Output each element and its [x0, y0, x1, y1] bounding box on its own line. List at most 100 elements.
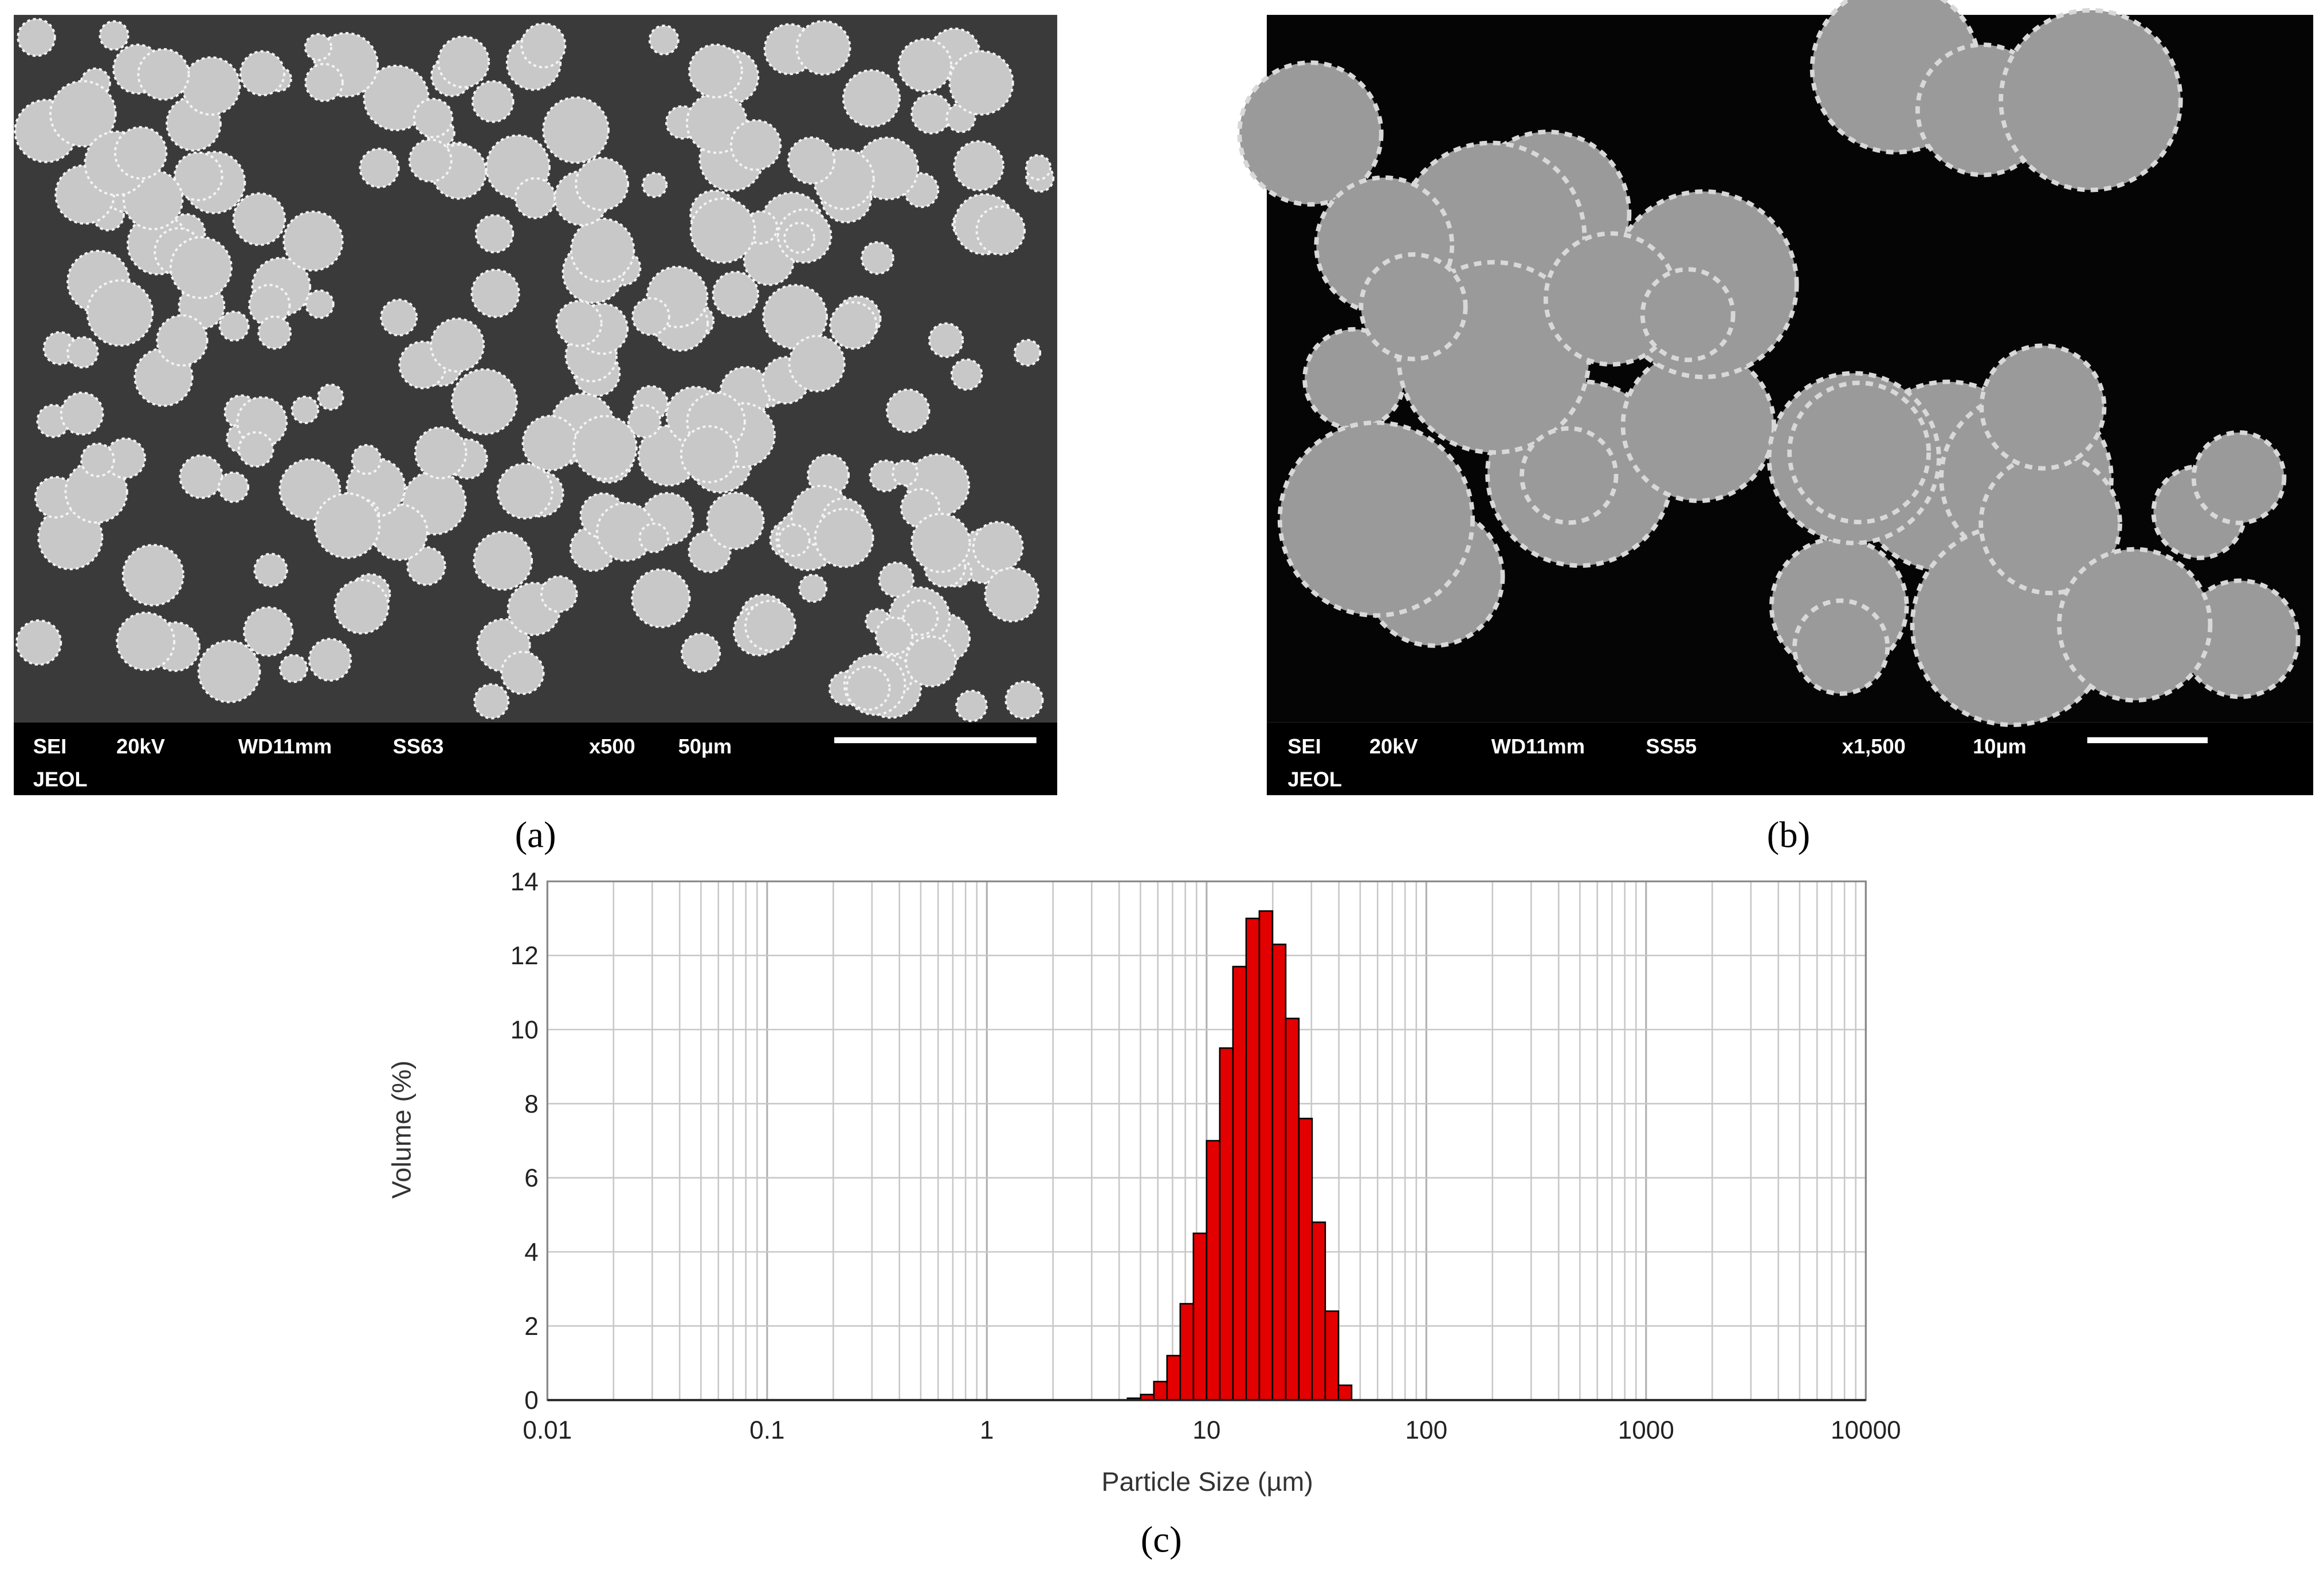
particle: [885, 388, 931, 433]
y-tick-label: 10: [511, 1016, 539, 1044]
particle: [430, 317, 485, 373]
particle: [471, 80, 515, 123]
bar: [1153, 1381, 1168, 1401]
particle: [627, 404, 662, 439]
particle: [897, 38, 953, 93]
particle: [514, 177, 556, 219]
particle: [333, 579, 390, 635]
particle: [638, 522, 670, 553]
particle: [15, 619, 62, 666]
particle: [814, 508, 874, 568]
info-text: 10µm: [1973, 735, 2027, 758]
bar: [1311, 1221, 1326, 1401]
bar: [1324, 1310, 1340, 1401]
particle: [689, 197, 756, 264]
particle: [237, 431, 274, 468]
particle: [542, 96, 610, 164]
bar: [1192, 1232, 1208, 1401]
particle: [928, 322, 964, 358]
particle: [80, 442, 115, 478]
x-tick-label: 10: [1192, 1416, 1220, 1444]
particle: [729, 119, 782, 171]
maker-text: JEOL: [33, 767, 88, 791]
particle: [113, 126, 168, 180]
particle: [572, 415, 638, 480]
info-text: 50µm: [678, 735, 732, 758]
particle: [313, 492, 381, 559]
bar: [1219, 1047, 1234, 1401]
caption-c: (c): [1141, 1519, 1182, 1560]
particle: [1792, 598, 1890, 696]
y-tick-label: 8: [524, 1090, 539, 1118]
y-tick-label: 12: [511, 942, 539, 970]
particle: [845, 665, 891, 711]
particle: [910, 93, 952, 135]
y-tick-label: 0: [524, 1387, 539, 1415]
particle: [116, 611, 176, 671]
particle: [414, 426, 468, 480]
particle: [829, 301, 878, 350]
caption-b: (b): [1767, 815, 1811, 856]
particle: [470, 268, 520, 319]
x-tick-label: 10000: [1831, 1416, 1901, 1444]
particle: [1237, 60, 1384, 207]
particle: [239, 50, 286, 97]
particle: [783, 222, 815, 254]
particle: [905, 635, 957, 688]
particle: [217, 471, 250, 503]
particle: [408, 138, 453, 183]
bar: [1179, 1303, 1195, 1401]
y-tick-label: 4: [524, 1239, 539, 1267]
particle: [975, 205, 1026, 256]
maker-text: JEOL: [1287, 767, 1342, 791]
x-tick-label: 1: [980, 1416, 994, 1444]
particle: [121, 544, 184, 607]
particle: [257, 315, 292, 350]
particle: [972, 521, 1024, 573]
particle: [860, 241, 894, 275]
x-tick-label: 0.1: [749, 1416, 784, 1444]
particle: [570, 217, 635, 283]
y-tick-label: 2: [524, 1313, 539, 1341]
particle: [278, 654, 308, 684]
info-bar: [1266, 722, 2314, 795]
bar: [1285, 1018, 1300, 1401]
particle: [955, 689, 988, 722]
particle: [1979, 343, 2107, 471]
particle: [948, 50, 1014, 116]
particle: [179, 454, 224, 500]
particle: [953, 140, 1004, 192]
particle: [878, 561, 915, 598]
particle: [892, 459, 919, 486]
bar: [1206, 1140, 1221, 1401]
x-axis-label: Particle Size (µm): [1101, 1467, 1313, 1497]
bar: [1271, 943, 1287, 1401]
particle: [156, 314, 209, 367]
particle: [842, 69, 901, 128]
particle: [521, 415, 579, 472]
particle: [2056, 547, 2213, 703]
bar: [1337, 1384, 1353, 1401]
particle: [688, 44, 743, 99]
info-text: 20kV: [116, 735, 165, 758]
particle: [641, 172, 668, 198]
particle: [496, 462, 553, 520]
particle: [290, 395, 320, 425]
particle: [169, 236, 233, 300]
particle: [648, 24, 680, 56]
x-tick-label: 1000: [1618, 1416, 1674, 1444]
particle: [631, 297, 670, 336]
info-text: SEI: [1287, 735, 1321, 758]
particle: [1640, 267, 1736, 363]
particle: [173, 151, 223, 202]
particle: [473, 531, 533, 591]
particle: [197, 639, 261, 704]
particle: [380, 299, 418, 337]
particle: [1277, 420, 1475, 618]
x-tick-label: 100: [1406, 1416, 1448, 1444]
y-tick-label: 6: [524, 1164, 539, 1192]
particle: [359, 147, 400, 188]
particle: [680, 425, 739, 484]
particle: [363, 64, 430, 132]
